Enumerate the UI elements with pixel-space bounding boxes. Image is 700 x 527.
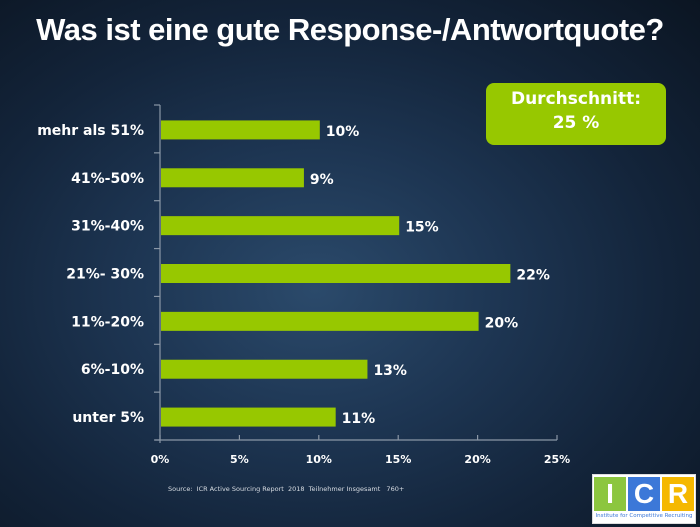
bar bbox=[161, 407, 336, 427]
category-label: 6%-10% bbox=[81, 362, 144, 378]
bar bbox=[161, 216, 400, 236]
value-label: 10% bbox=[326, 124, 360, 140]
x-tick-label: 15% bbox=[385, 453, 411, 466]
source-note: Source: ICR Active Sourcing Report 2018 … bbox=[168, 485, 405, 493]
x-tick-label: 5% bbox=[230, 453, 249, 466]
x-tick-labels: 0% 5% 10% 15% 20% 25% bbox=[151, 453, 571, 466]
value-label: 22% bbox=[516, 268, 550, 284]
category-labels: mehr als 51% 41%-50% 31%-40% 21%- 30% 11%-20… bbox=[37, 123, 144, 426]
logo-letter: C bbox=[628, 477, 660, 511]
value-label: 9% bbox=[310, 172, 334, 188]
bar bbox=[161, 168, 304, 188]
category-label: unter 5% bbox=[72, 410, 144, 426]
bar bbox=[161, 311, 479, 331]
x-tick-label: 0% bbox=[151, 453, 170, 466]
average-value: 25 % bbox=[552, 113, 600, 133]
bar bbox=[161, 120, 320, 140]
x-tick-label: 25% bbox=[544, 453, 570, 466]
value-label: 15% bbox=[405, 220, 439, 236]
logo-subtitle: Institute for Competitive Recruiting bbox=[595, 513, 693, 519]
bar bbox=[161, 359, 368, 379]
category-label: mehr als 51% bbox=[37, 123, 144, 139]
category-label: 31%-40% bbox=[71, 219, 144, 235]
x-tick-label: 10% bbox=[306, 453, 332, 466]
bars bbox=[161, 120, 511, 427]
logo-letter: R bbox=[662, 477, 694, 511]
category-label: 41%-50% bbox=[71, 171, 144, 187]
average-callout: Durchschnitt: 25 % bbox=[486, 83, 666, 145]
value-labels: 10% 9% 15% 22% 20% 13% 11% bbox=[310, 124, 550, 427]
chart-title: Was ist eine gute Response-/Antwortquote… bbox=[36, 12, 664, 47]
bar bbox=[161, 264, 511, 283]
value-label: 11% bbox=[342, 411, 376, 427]
logo-letter: I bbox=[594, 477, 626, 511]
category-label: 21%- 30% bbox=[66, 267, 144, 283]
average-label: Durchschnitt: bbox=[510, 89, 642, 109]
value-label: 13% bbox=[373, 363, 407, 379]
axes bbox=[154, 104, 558, 443]
x-tick-label: 20% bbox=[464, 453, 490, 466]
category-label: 11%-20% bbox=[71, 314, 144, 330]
value-label: 20% bbox=[485, 315, 519, 331]
